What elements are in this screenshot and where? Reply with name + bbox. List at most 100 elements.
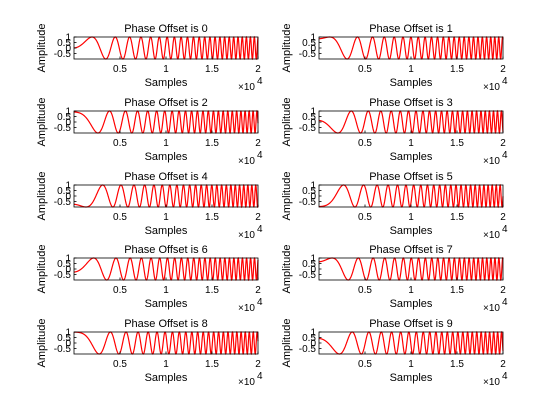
x-tick-label-8-3: 2 [255, 359, 261, 370]
y-axis-label-2: Amplitude [36, 98, 48, 147]
x-tick-label-5-3: 2 [500, 212, 506, 223]
y-tick-label-8-3: -0.5 [54, 344, 72, 355]
y-tick-label-4-0: 1 [65, 181, 71, 192]
x-multiplier-exp-6: 4 [257, 297, 263, 308]
y-tick-label-9-1: 0.5 [302, 333, 316, 344]
x-tick-label-0-1: 1 [163, 64, 169, 75]
x-tick-label-6-2: 1.5 [205, 285, 219, 296]
x-tick-label-0-0: 0.5 [113, 64, 127, 75]
x-multiplier-6: ×10 [238, 303, 255, 314]
x-tick-label-3-1: 1 [408, 138, 414, 149]
y-tick-label-4-3: -0.5 [54, 197, 72, 208]
x-axis-label-1: Samples [390, 77, 433, 89]
y-tick-label-8-1: 0.5 [57, 333, 71, 344]
y-tick-label-7-0: 1 [310, 254, 316, 265]
signal-line-0 [73, 35, 259, 61]
x-tick-label-7-1: 1 [408, 285, 414, 296]
x-multiplier-exp-8: 4 [257, 371, 263, 382]
y-tick-label-8-0: 1 [65, 328, 71, 339]
x-multiplier-9: ×10 [483, 377, 500, 388]
x-multiplier-exp-1: 4 [502, 76, 508, 87]
signal-line-6 [73, 256, 259, 282]
y-tick-label-5-0: 1 [310, 181, 316, 192]
y-tick-label-5-1: 0.5 [302, 186, 316, 197]
x-multiplier-1: ×10 [483, 82, 500, 93]
y-tick-label-6-1: 0.5 [57, 259, 71, 270]
y-tick-label-5-3: -0.5 [299, 197, 317, 208]
y-axis-label-8: Amplitude [36, 319, 48, 368]
y-axis-label-6: Amplitude [36, 245, 48, 294]
x-tick-label-0-2: 1.5 [205, 64, 219, 75]
x-axis-label-2: Samples [145, 151, 188, 163]
x-multiplier-exp-7: 4 [502, 297, 508, 308]
x-tick-label-7-0: 0.5 [358, 285, 372, 296]
x-axis-label-3: Samples [390, 151, 433, 163]
y-tick-label-1-0: 1 [310, 33, 316, 44]
x-tick-label-2-0: 0.5 [113, 138, 127, 149]
x-axis-label-8: Samples [145, 372, 188, 384]
x-multiplier-5: ×10 [483, 230, 500, 241]
subplot-title-1: Phase Offset is 1 [369, 23, 453, 35]
x-tick-label-5-0: 0.5 [358, 212, 372, 223]
x-tick-label-9-2: 1.5 [450, 359, 464, 370]
x-multiplier-7: ×10 [483, 303, 500, 314]
y-tick-label-9-0: 1 [310, 328, 316, 339]
y-tick-label-2-0: 1 [65, 107, 71, 118]
y-tick-label-3-2: 0 [310, 118, 316, 129]
x-tick-label-4-2: 1.5 [205, 212, 219, 223]
x-axis-label-6: Samples [145, 298, 188, 310]
signal-line-4 [73, 183, 259, 209]
x-tick-label-6-1: 1 [163, 285, 169, 296]
y-axis-label-1: Amplitude [281, 24, 293, 73]
subplot-title-2: Phase Offset is 2 [124, 97, 208, 109]
y-tick-label-4-2: 0 [65, 192, 71, 203]
y-axis-label-3: Amplitude [281, 98, 293, 147]
x-tick-label-4-0: 0.5 [113, 212, 127, 223]
x-multiplier-4: ×10 [238, 230, 255, 241]
x-tick-label-9-1: 1 [408, 359, 414, 370]
y-tick-label-3-3: -0.5 [299, 123, 317, 134]
x-tick-label-5-2: 1.5 [450, 212, 464, 223]
signal-line-8 [74, 330, 259, 356]
x-tick-label-4-3: 2 [255, 212, 261, 223]
signal-line-2 [74, 109, 259, 135]
signal-line-1 [319, 36, 504, 61]
y-axis-label-0: Amplitude [36, 24, 48, 73]
x-tick-label-1-2: 1.5 [450, 64, 464, 75]
x-tick-label-2-1: 1 [163, 138, 169, 149]
y-tick-label-0-0: 1 [65, 33, 71, 44]
y-tick-label-7-3: -0.5 [299, 270, 317, 281]
x-tick-label-0-3: 2 [255, 64, 261, 75]
x-tick-label-8-0: 0.5 [113, 359, 127, 370]
y-axis-label-7: Amplitude [281, 245, 293, 294]
y-tick-label-2-2: 0 [65, 118, 71, 129]
x-multiplier-exp-2: 4 [257, 150, 263, 161]
subplot-title-3: Phase Offset is 3 [369, 97, 453, 109]
x-multiplier-exp-9: 4 [502, 371, 508, 382]
subplot-title-4: Phase Offset is 4 [124, 171, 208, 183]
y-tick-label-8-2: 0 [65, 339, 71, 350]
y-tick-label-9-2: 0 [310, 339, 316, 350]
y-tick-label-0-1: 0.5 [57, 38, 71, 49]
x-multiplier-2: ×10 [238, 156, 255, 167]
x-axis-label-0: Samples [145, 77, 188, 89]
x-tick-label-1-3: 2 [500, 64, 506, 75]
x-multiplier-0: ×10 [238, 82, 255, 93]
subplot-title-6: Phase Offset is 6 [124, 244, 208, 256]
signal-line-3 [318, 109, 504, 135]
x-tick-label-1-0: 0.5 [358, 64, 372, 75]
y-tick-label-1-1: 0.5 [302, 38, 316, 49]
y-tick-label-6-2: 0 [65, 265, 71, 276]
x-tick-label-4-1: 1 [163, 212, 169, 223]
x-tick-label-8-2: 1.5 [205, 359, 219, 370]
y-tick-label-4-1: 0.5 [57, 186, 71, 197]
subplot-title-5: Phase Offset is 5 [369, 171, 453, 183]
x-multiplier-3: ×10 [483, 156, 500, 167]
y-tick-label-3-1: 0.5 [302, 112, 316, 123]
